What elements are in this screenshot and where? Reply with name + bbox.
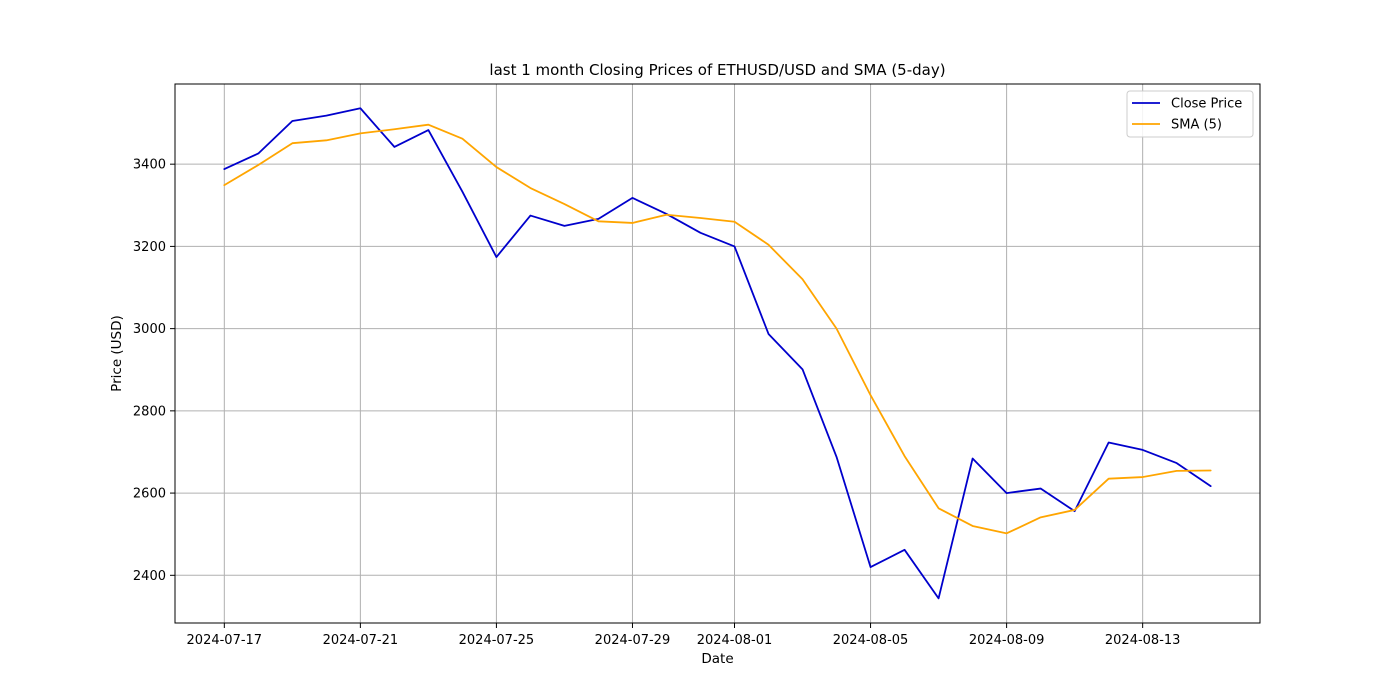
x-tick-label: 2024-07-17 <box>187 633 263 648</box>
x-tick-label: 2024-07-21 <box>323 633 399 648</box>
chart-title: last 1 month Closing Prices of ETHUSD/US… <box>489 61 945 79</box>
x-tick-label: 2024-07-25 <box>459 633 535 648</box>
x-axis: 2024-07-17 2024-07-21 2024-07-25 2024-07-29… <box>187 623 1181 648</box>
plot-frame <box>174 83 1261 624</box>
series-line-close-price <box>223 107 1212 600</box>
x-tick-label: 2024-08-05 <box>833 633 909 648</box>
series-line-sma-5 <box>223 123 1212 535</box>
legend: Close Price SMA (5) <box>1126 90 1254 138</box>
y-tick-label: 2400 <box>133 569 166 584</box>
grid <box>175 84 1260 623</box>
y-tick-label: 3400 <box>133 158 166 173</box>
x-tick-label: 2024-08-01 <box>697 633 773 648</box>
y-tick-label: 2800 <box>133 404 166 419</box>
legend-label: Close Price <box>1171 97 1242 112</box>
legend-label: SMA (5) <box>1171 118 1222 133</box>
y-tick-label: 2600 <box>133 487 166 502</box>
y-axis-label: Price (USD) <box>109 315 125 392</box>
y-axis: 2400 2600 2800 3000 3200 3400 <box>133 158 175 584</box>
x-axis-label: Date <box>701 651 733 667</box>
y-tick-label: 3000 <box>133 322 166 337</box>
x-tick-label: 2024-08-13 <box>1105 633 1181 648</box>
y-tick-label: 3200 <box>133 240 166 255</box>
x-tick-label: 2024-08-09 <box>969 633 1045 648</box>
x-tick-label: 2024-07-29 <box>595 633 671 648</box>
series-lines <box>223 107 1212 600</box>
